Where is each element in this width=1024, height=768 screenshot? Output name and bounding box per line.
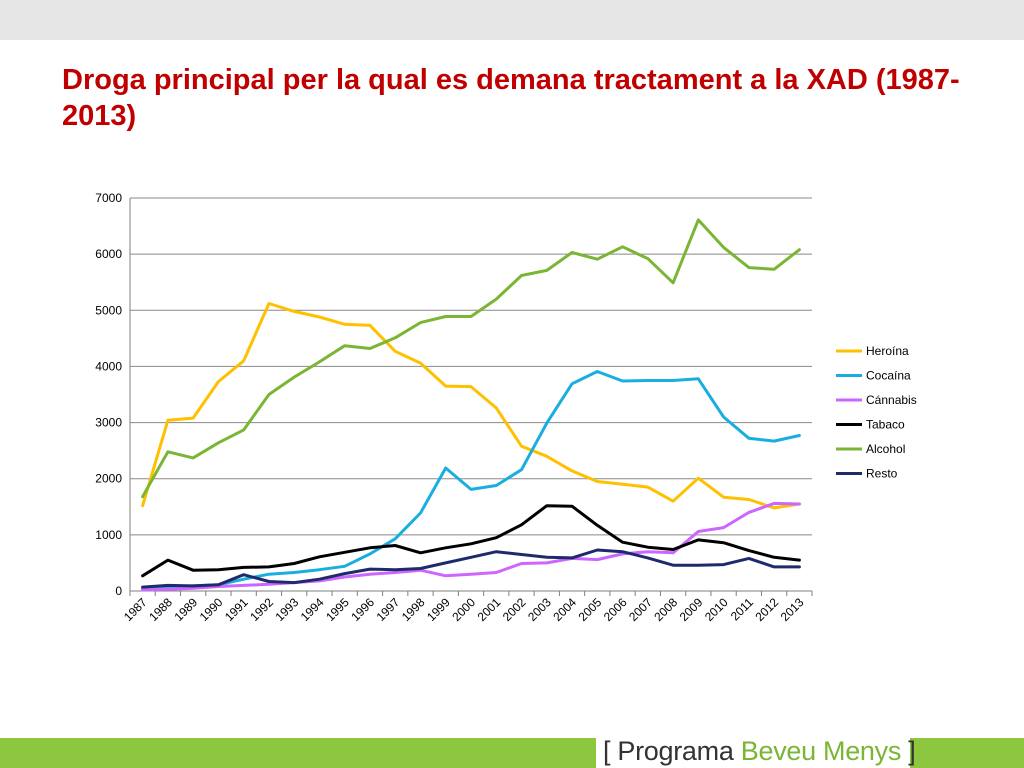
x-tick-label: 1999 xyxy=(424,595,453,624)
brand-box xyxy=(596,733,910,768)
series-line xyxy=(141,218,801,499)
x-tick-label: 1996 xyxy=(348,595,377,624)
top-bar xyxy=(0,0,1024,40)
x-tick-label: 2010 xyxy=(702,595,731,624)
y-tick-label: 3000 xyxy=(95,416,122,430)
x-tick-label: 1994 xyxy=(298,595,327,624)
legend-label: Cocaína xyxy=(866,369,911,383)
y-tick-label: 5000 xyxy=(95,303,122,317)
y-tick-label: 7000 xyxy=(95,191,122,205)
x-tick-label: 1998 xyxy=(399,595,428,624)
x-tick-label: 2009 xyxy=(677,595,706,624)
series-line xyxy=(141,504,801,578)
legend-label: Cánnabis xyxy=(866,393,917,407)
x-tick-label: 2008 xyxy=(651,595,680,624)
y-tick-label: 2000 xyxy=(95,472,122,486)
series-line xyxy=(141,548,801,589)
x-tick-label: 2007 xyxy=(626,595,655,624)
series-line xyxy=(141,501,801,592)
x-tick-label: 2003 xyxy=(525,595,554,624)
x-tick-label: 1990 xyxy=(197,595,226,624)
y-tick-label: 6000 xyxy=(95,247,122,261)
x-tick-label: 1987 xyxy=(121,595,150,624)
y-tick-label: 4000 xyxy=(95,359,122,373)
x-tick-label: 2000 xyxy=(449,595,478,624)
x-tick-label: 2012 xyxy=(752,595,781,624)
x-tick-label: 1993 xyxy=(273,595,302,624)
legend-label: Tabaco xyxy=(866,418,905,432)
y-tick-label: 1000 xyxy=(95,528,122,542)
x-tick-label: 2002 xyxy=(500,595,529,624)
x-tick-label: 1992 xyxy=(247,595,276,624)
brand-word-programa: Programa xyxy=(617,736,734,766)
legend-label: Resto xyxy=(866,467,898,481)
x-tick-label: 1997 xyxy=(374,595,403,624)
x-tick-label: 1989 xyxy=(171,595,200,624)
slide-title: Droga principal per la qual es demana tr… xyxy=(62,64,960,132)
x-tick-label: 2004 xyxy=(550,595,579,624)
brand-logo: [ Programa Beveu Menys ] xyxy=(603,734,916,768)
x-tick-label: 1995 xyxy=(323,595,352,624)
x-tick-label: 1991 xyxy=(222,595,251,624)
x-tick-label: 2011 xyxy=(728,595,756,623)
x-tick-label: 2001 xyxy=(475,595,504,624)
x-tick-label: 2005 xyxy=(576,595,605,624)
series-line xyxy=(141,302,801,510)
legend-label: Heroína xyxy=(866,344,909,358)
legend-label: Alcohol xyxy=(866,442,905,456)
brand-open-bracket: [ xyxy=(603,736,611,766)
brand-word-beveu-menys: Beveu Menys xyxy=(740,736,902,766)
y-tick-label: 0 xyxy=(115,584,122,598)
x-tick-label: 2006 xyxy=(601,595,630,624)
x-tick-label: 2013 xyxy=(778,595,807,624)
x-tick-label: 1988 xyxy=(146,595,175,624)
brand-close-bracket: ] xyxy=(908,736,916,766)
